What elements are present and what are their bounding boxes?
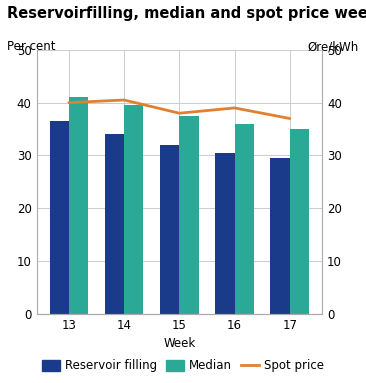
Bar (235, 124, 254, 314)
Text: Per cent: Per cent (7, 40, 56, 53)
Bar (124, 105, 143, 314)
Bar (160, 145, 179, 314)
Text: Reservoirfilling, median and spot price week 13-17 2006: Reservoirfilling, median and spot price … (7, 6, 366, 21)
Bar (290, 129, 309, 314)
Bar (270, 158, 290, 314)
Bar (69, 97, 88, 314)
Bar (49, 121, 69, 314)
X-axis label: Week: Week (163, 337, 195, 350)
Bar (105, 134, 124, 314)
Text: Øre/kWh: Øre/kWh (307, 40, 359, 53)
Bar (179, 116, 199, 314)
Bar (215, 153, 235, 314)
Legend: Reservoir filling, Median, Spot price: Reservoir filling, Median, Spot price (38, 355, 328, 377)
